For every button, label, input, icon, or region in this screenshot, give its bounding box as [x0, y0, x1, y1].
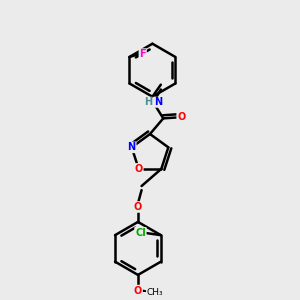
Text: O: O [177, 112, 185, 122]
Text: N: N [154, 97, 162, 107]
Text: O: O [134, 202, 142, 212]
Text: CH₃: CH₃ [146, 289, 163, 298]
Text: O: O [134, 286, 142, 296]
Text: H: H [144, 97, 152, 107]
Text: O: O [135, 164, 143, 174]
Text: F: F [140, 49, 146, 59]
Text: N: N [128, 142, 136, 152]
Text: Cl: Cl [135, 228, 146, 238]
